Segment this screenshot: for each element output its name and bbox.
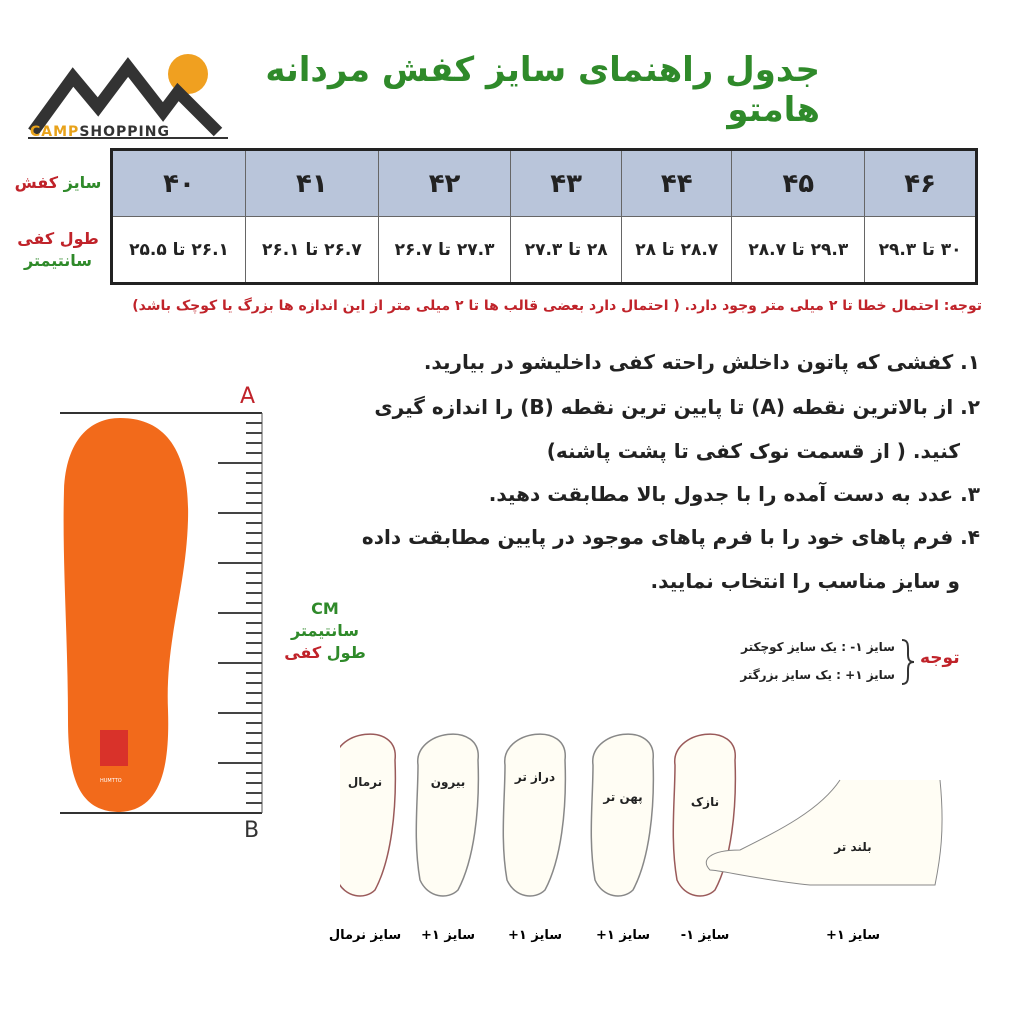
attention-minus: سایز ۱- : یک سایز کوچکتر [741, 640, 895, 654]
size-row-label: سایز کفش [14, 173, 102, 192]
length-cell: ۲۸ تا ۲۷.۳ [510, 216, 622, 284]
step-3: ۳. عدد به دست آمده را با جدول بالا مطابق… [488, 482, 980, 506]
foot-size-label: سایز ۱+ [420, 928, 475, 943]
unit-label: CM سانتیمتر طول کفی [284, 599, 366, 662]
point-a-label: A [240, 384, 256, 409]
insole-ruler [60, 412, 263, 814]
size-cell: ۴۲ [377, 149, 512, 217]
camp-logo [28, 54, 228, 139]
foot-type-label: بیرون [430, 775, 466, 789]
foot-type-label: پهن تر [603, 790, 643, 804]
size-cell: ۴۶ [864, 149, 977, 217]
foot-type-label: بلند تر [834, 840, 872, 854]
foot-size-label: سایز ۱- [680, 928, 730, 943]
page-title: جدول راهنمای سایز کفش مردانه هامتو [265, 50, 820, 130]
size-table: ۴۶ ۴۵ ۴۴ ۴۳ ۴۲ ۴۱ ۴۰ ۳۰ تا ۲۹.۳ ۲۹.۳ تا ۲۸.۷ ۲۸.… [110, 148, 978, 285]
attention-plus: سایز ۱+ : یک سایز بزرگتر [740, 668, 895, 682]
logo-text: CAMPSHOPPING [30, 124, 170, 140]
foot-outline [340, 733, 397, 897]
length-cell: ۲۶.۷ تا ۲۶.۱ [245, 216, 379, 284]
step-4: ۴. فرم پاهای خود را با فرم پاهای موجود د… [361, 525, 980, 549]
foot-outline [415, 733, 480, 897]
point-b-label: B [244, 818, 260, 843]
foot-type-label: نرمال [347, 775, 383, 789]
size-cell: ۴۳ [510, 149, 622, 217]
foot-size-label: سایز نرمال [328, 928, 402, 943]
step-2: ۲. از بالاترین نقطه (A) تا پایین ترین نق… [374, 395, 980, 419]
step-4-cont: و سایز مناسب را انتخاب نمایید. [650, 569, 960, 593]
size-cell: ۴۵ [731, 149, 866, 217]
brace-icon [901, 639, 915, 685]
foot-size-label: سایز ۱+ [595, 928, 650, 943]
length-cell: ۳۰ تا ۲۹.۳ [864, 216, 977, 284]
length-cell: ۲۹.۳ تا ۲۸.۷ [731, 216, 866, 284]
size-cell: ۴۱ [245, 149, 379, 217]
length-cell: ۲۶.۱ تا ۲۵.۵ [110, 216, 247, 284]
foot-outline [590, 733, 655, 897]
length-row-label: طول کفی سانتیمتر [17, 229, 99, 270]
step-2-cont: کنید. ( از قسمت نوک کفی تا پشت پاشنه) [546, 439, 960, 463]
foot-outline [502, 733, 567, 897]
foot-size-label: سایز ۱+ [507, 928, 562, 943]
attention-label: توجه [920, 648, 960, 668]
foot-type-label: نازک [690, 795, 720, 809]
size-cell: ۴۰ [110, 149, 247, 217]
length-cell: ۲۸.۷ تا ۲۸ [620, 216, 733, 284]
size-cell: ۴۴ [620, 149, 733, 217]
side-foot-outline [705, 779, 943, 886]
foot-shapes [340, 733, 943, 897]
foot-size-label: سایز ۱+ [825, 928, 880, 943]
length-cell: ۲۷.۳ تا ۲۶.۷ [377, 216, 512, 284]
tolerance-note: توجه: احتمال خطا تا ۲ میلی متر وجود دارد… [132, 298, 982, 314]
foot-type-label: دراز تر [514, 770, 556, 784]
insole [63, 418, 189, 812]
insole-brand: HUMTTO [100, 778, 122, 784]
step-1: ۱. کفشی که پاتون داخلش راحته کفی داخلیشو… [423, 350, 980, 374]
